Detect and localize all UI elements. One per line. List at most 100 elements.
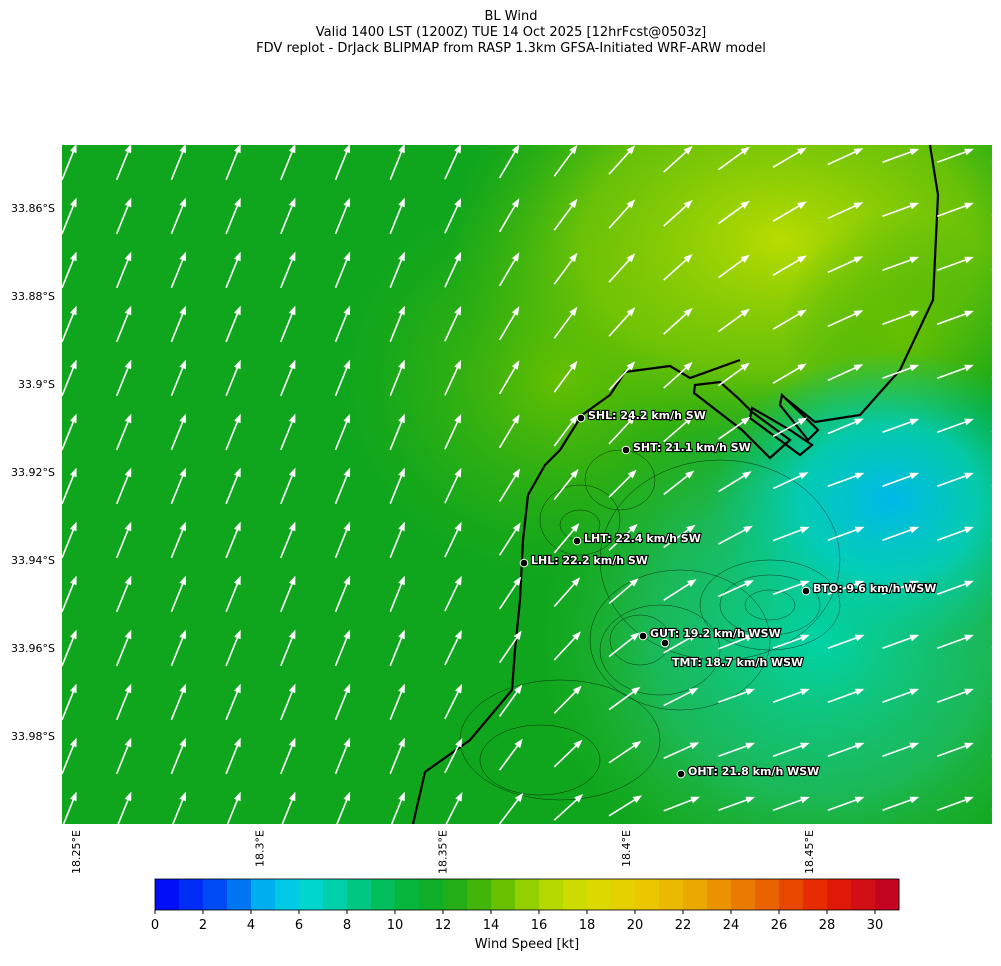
arrow-head xyxy=(909,256,920,264)
wind-arrow xyxy=(608,796,641,817)
arrow-head xyxy=(964,310,974,318)
arrow-head xyxy=(511,306,520,316)
arrow-head xyxy=(854,580,865,588)
arrow-head xyxy=(398,575,405,586)
arrow-head xyxy=(288,145,296,154)
title: BL Wind xyxy=(485,9,538,24)
station-dot xyxy=(519,558,529,568)
arrow-head xyxy=(124,197,132,208)
arrow-head xyxy=(288,305,296,316)
colorbar-cell xyxy=(659,879,684,910)
colorbar-tick-label: 10 xyxy=(387,918,404,933)
colorbar-cell xyxy=(563,879,588,910)
map-area xyxy=(62,145,992,824)
arrow-head xyxy=(454,575,462,586)
arrow-head xyxy=(797,309,807,318)
arrow-head xyxy=(570,523,580,533)
arrow-head xyxy=(854,418,864,426)
wind-arrow xyxy=(991,647,992,649)
colorbar-tick-label: 28 xyxy=(819,918,836,933)
arrow-head xyxy=(288,467,296,478)
colorbar-cell xyxy=(539,879,564,910)
arrow-head xyxy=(569,414,578,425)
station-label: OHT: 21.8 km/h WSW xyxy=(688,765,819,778)
arrow-head xyxy=(511,360,520,370)
wind-arrow xyxy=(280,524,296,559)
arrow-head xyxy=(626,415,636,425)
arrow-head xyxy=(569,306,578,317)
arrow-head xyxy=(909,310,920,318)
colorbar-cell xyxy=(179,879,204,910)
arrow-head xyxy=(511,198,520,208)
wind-arrow xyxy=(444,146,461,180)
arrow-head xyxy=(909,742,920,750)
wind-arrow xyxy=(498,578,521,610)
colorbar-tick-label: 20 xyxy=(627,918,644,933)
arrow-head xyxy=(512,522,521,532)
arrow-head xyxy=(398,467,405,478)
arrow-head xyxy=(179,737,187,748)
lat-tick-label: 33.86°S xyxy=(11,202,55,215)
arrow-head xyxy=(124,467,132,478)
wind-arrow xyxy=(498,794,523,824)
arrow-head xyxy=(343,629,351,640)
arrow-head xyxy=(745,688,756,696)
arrow-head xyxy=(854,796,865,804)
arrow-head xyxy=(686,524,696,533)
arrow-head xyxy=(964,688,974,696)
wind-arrow xyxy=(280,254,296,289)
arrow-head xyxy=(630,632,640,641)
arrow-head xyxy=(124,359,132,370)
wind-arrow xyxy=(62,794,77,824)
wind-arrow xyxy=(62,146,77,181)
wind-arrow xyxy=(936,635,972,650)
colorbar-tick-label: 0 xyxy=(151,918,159,933)
lat-tick-label: 33.9°S xyxy=(18,378,55,391)
wind-arrow xyxy=(991,431,992,433)
arrow-head xyxy=(683,307,693,317)
wind-arrow xyxy=(62,578,77,613)
arrow-head xyxy=(964,148,974,156)
arrow-head xyxy=(179,305,187,316)
wind-arrow xyxy=(991,593,992,595)
arrow-head xyxy=(964,634,974,642)
arrow-head xyxy=(288,251,296,262)
arrow-head xyxy=(514,792,524,803)
arrow-head xyxy=(854,526,865,534)
wind-arrow xyxy=(62,632,77,667)
arrow-head xyxy=(627,469,637,479)
wind-arrow xyxy=(280,200,296,235)
arrow-head xyxy=(234,575,241,586)
arrow-head xyxy=(124,575,132,586)
wind-arrow xyxy=(62,200,77,235)
arrow-head xyxy=(454,521,462,532)
colorbar-cell xyxy=(875,879,900,910)
arrow-head xyxy=(740,362,750,371)
wind-arrow xyxy=(62,686,77,721)
wind-arrow xyxy=(280,740,296,775)
wind-arrow xyxy=(991,809,992,811)
arrow-head xyxy=(685,470,695,479)
arrow-head xyxy=(909,418,920,426)
wind-arrow xyxy=(991,377,992,379)
colorbar-cell xyxy=(275,879,300,910)
arrow-head xyxy=(179,413,187,424)
wind-arrow xyxy=(281,794,296,824)
arrow-head xyxy=(288,575,296,586)
arrow-head xyxy=(69,683,77,694)
arrow-head xyxy=(740,200,750,209)
arrow-head xyxy=(69,251,77,262)
arrow-head xyxy=(511,145,520,154)
wind-arrow xyxy=(936,527,972,542)
arrow-head xyxy=(69,305,77,316)
arrow-head xyxy=(574,793,584,803)
arrow-head xyxy=(854,472,865,480)
colorbar-tick-label: 4 xyxy=(247,918,255,933)
arrow-head xyxy=(964,742,974,750)
arrow-head xyxy=(740,146,750,155)
arrow-head xyxy=(455,791,463,802)
arrow-head xyxy=(234,467,241,478)
station-dot xyxy=(801,586,811,596)
arrow-head xyxy=(511,414,520,424)
arrow-head xyxy=(964,472,974,480)
